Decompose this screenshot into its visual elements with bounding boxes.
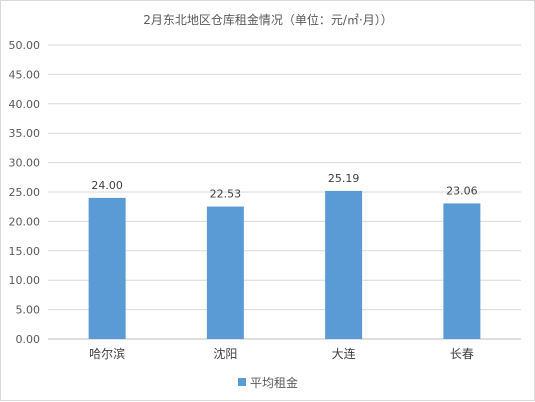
data-label: 24.00	[91, 179, 123, 192]
y-tick-label: 0.00	[16, 333, 41, 346]
y-axis-ticks: 0.00 5.00 10.00 15.00 20.00 25.00 30.00 35.00 40…	[9, 39, 41, 346]
bar	[443, 203, 481, 339]
y-tick-label: 50.00	[9, 39, 41, 52]
gridlines	[48, 44, 521, 340]
y-tick-label: 5.00	[16, 304, 41, 317]
y-tick-label: 30.00	[9, 157, 41, 170]
legend-swatch	[238, 378, 246, 386]
data-label: 22.53	[210, 188, 242, 201]
chart-title: 2月东北地区仓库租金情况（单位：元/㎡·月））	[143, 12, 393, 27]
data-labels: 24.00 22.53 25.19 23.06	[91, 172, 477, 201]
bar	[206, 206, 244, 339]
legend-label: 平均租金	[250, 375, 298, 390]
bar	[88, 197, 126, 339]
y-tick-label: 20.00	[9, 215, 41, 228]
x-category-label: 哈尔滨	[89, 346, 125, 361]
y-tick-label: 15.00	[9, 245, 41, 258]
x-category-label: 大连	[332, 346, 356, 361]
y-tick-label: 35.00	[9, 127, 41, 140]
data-label: 23.06	[446, 184, 478, 197]
y-tick-label: 45.00	[9, 68, 41, 81]
legend: 平均租金	[238, 375, 298, 390]
y-tick-label: 40.00	[9, 98, 41, 111]
x-category-label: 沈阳	[213, 346, 237, 361]
y-tick-label: 10.00	[9, 274, 41, 287]
x-axis-categories: 哈尔滨 沈阳 大连 长春	[89, 346, 474, 361]
x-category-label: 长春	[450, 347, 474, 361]
data-label: 25.19	[328, 172, 360, 185]
y-tick-label: 25.00	[9, 186, 41, 199]
bar	[325, 190, 363, 339]
bars	[88, 190, 481, 339]
